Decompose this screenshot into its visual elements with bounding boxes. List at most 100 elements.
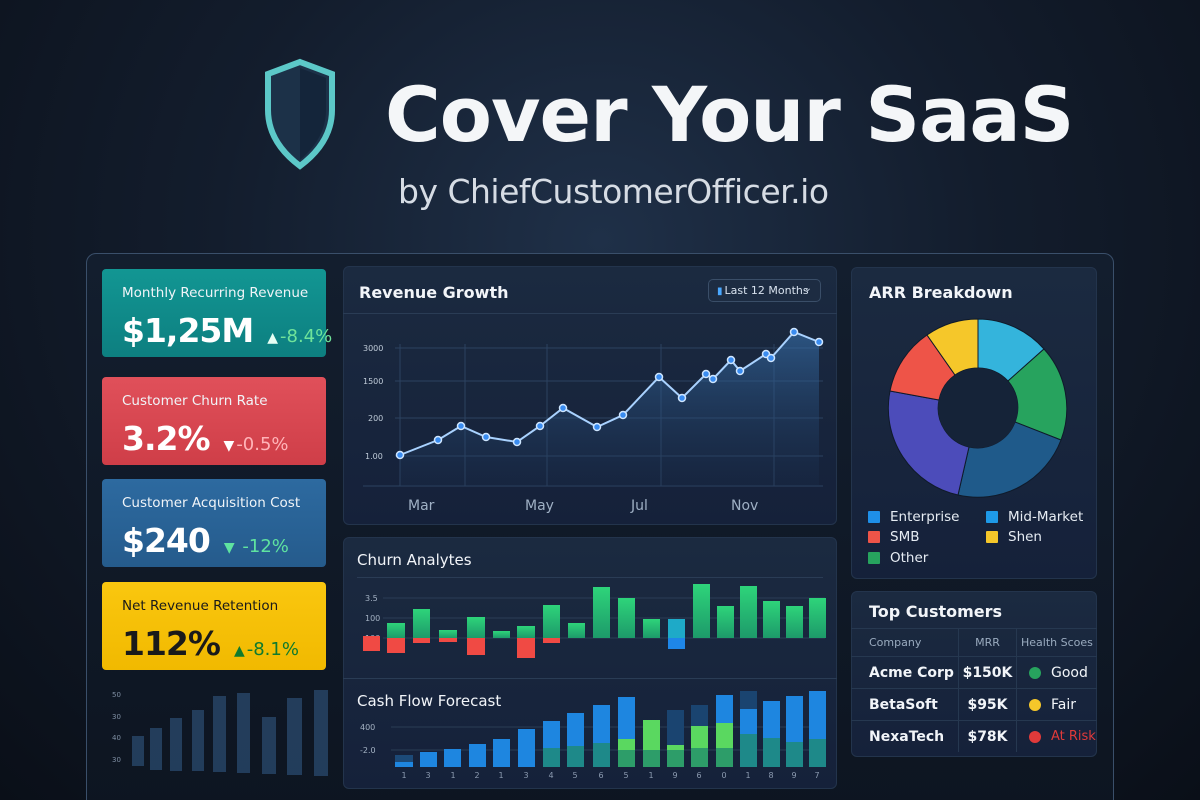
top-customers-title: Top Customers bbox=[869, 602, 1003, 621]
kpi-delta: -0.5% bbox=[236, 434, 289, 455]
status-dot-icon bbox=[1029, 730, 1041, 743]
kpi-label: Monthly Recurring Revenue bbox=[122, 285, 309, 301]
legend-item-enterprise: Enterprise bbox=[868, 509, 959, 525]
svg-text:1: 1 bbox=[648, 771, 653, 780]
svg-text:4: 4 bbox=[548, 771, 553, 780]
column-header-mrr[interactable]: MRR bbox=[959, 629, 1017, 656]
kpi-value: $1,25M bbox=[122, 311, 254, 350]
svg-text:5: 5 bbox=[623, 771, 628, 780]
company-cell: BetaSoft bbox=[851, 689, 959, 720]
svg-text:2: 2 bbox=[474, 771, 479, 780]
kpi-card-churn[interactable]: Customer Churn Rate 3.2% ▼ -0.5% bbox=[102, 377, 326, 465]
arr-donut-chart bbox=[887, 318, 1068, 498]
svg-text:6: 6 bbox=[696, 771, 701, 780]
arr-breakdown-title: ARR Breakdown bbox=[869, 283, 1013, 302]
svg-text:3000: 3000 bbox=[363, 344, 383, 353]
svg-text:Mar: Mar bbox=[408, 498, 435, 514]
top-customers-table: Company MRR Health Scoes Acme Corp $150K… bbox=[851, 628, 1097, 752]
svg-text:50: 50 bbox=[112, 691, 121, 699]
cash-flow-chart: 400 -2.0 bbox=[360, 691, 826, 780]
svg-text:8: 8 bbox=[768, 771, 773, 780]
svg-text:7: 7 bbox=[814, 771, 819, 780]
company-cell: NexaTech bbox=[851, 721, 959, 752]
hero-header: Cover Your SaaS by ChiefCustomerOfficer.… bbox=[0, 0, 1200, 240]
app-title: Cover Your SaaS bbox=[385, 70, 1074, 159]
column-header-company[interactable]: Company bbox=[851, 629, 959, 656]
svg-text:1: 1 bbox=[401, 771, 406, 780]
panel-divider bbox=[357, 577, 823, 578]
mini-bar-chart: 50 30 40 30 bbox=[112, 690, 328, 776]
svg-text:6: 6 bbox=[598, 771, 603, 780]
mrr-cell: $95K bbox=[959, 689, 1017, 720]
legend-item-other: Other bbox=[868, 550, 928, 566]
legend-item-smb: SMB bbox=[868, 529, 919, 545]
trend-up-icon: ▲ bbox=[267, 330, 279, 346]
health-cell: Good bbox=[1017, 657, 1097, 688]
svg-text:1: 1 bbox=[498, 771, 503, 780]
kpi-card-mrr[interactable]: Monthly Recurring Revenue $1,25M ▲ -8.4% bbox=[102, 269, 332, 357]
svg-text:30: 30 bbox=[112, 756, 121, 764]
svg-text:May: May bbox=[525, 498, 554, 514]
table-row[interactable]: Acme Corp $150K Good bbox=[851, 656, 1097, 688]
svg-text:200: 200 bbox=[368, 414, 383, 423]
column-header-health[interactable]: Health Scoes bbox=[1021, 636, 1093, 649]
health-cell: At Risk bbox=[1017, 721, 1097, 752]
churn-analytics-chart: 3.5 100 100 bbox=[363, 584, 826, 658]
top-customers-panel bbox=[851, 591, 1097, 757]
svg-text:40: 40 bbox=[112, 734, 121, 742]
kpi-value: $240 bbox=[122, 521, 211, 560]
kpi-delta: -8.4% bbox=[280, 326, 333, 347]
kpi-delta: -8.1% bbox=[246, 639, 299, 660]
revenue-growth-chart: 3000 1500 200 1.00 Mar May Jul Nov bbox=[363, 327, 824, 514]
table-header: Company MRR Health Scoes bbox=[851, 628, 1097, 656]
svg-text:0: 0 bbox=[721, 771, 726, 780]
svg-text:100: 100 bbox=[365, 614, 380, 623]
svg-text:Nov: Nov bbox=[731, 498, 758, 514]
cash-flow-title: Cash Flow Forecast bbox=[357, 692, 502, 710]
svg-text:1: 1 bbox=[745, 771, 750, 780]
status-dot-icon bbox=[1029, 698, 1041, 711]
kpi-label: Customer Acquisition Cost bbox=[122, 495, 301, 511]
panel-divider bbox=[343, 313, 837, 314]
table-row[interactable]: BetaSoft $95K Fair bbox=[851, 688, 1097, 720]
svg-text:1.00: 1.00 bbox=[365, 452, 383, 461]
mrr-cell: $78K bbox=[959, 721, 1017, 752]
svg-text:30: 30 bbox=[112, 713, 121, 721]
churn-analytics-title: Churn Analytes bbox=[357, 551, 472, 569]
legend-item-mid-market: Mid-Market bbox=[986, 509, 1083, 525]
svg-text:400: 400 bbox=[360, 723, 375, 732]
svg-text:9: 9 bbox=[791, 771, 796, 780]
trend-up-icon: ▲ bbox=[233, 643, 245, 659]
trend-down-icon: ▼ bbox=[223, 540, 235, 556]
kpi-card-nrr[interactable]: Net Revenue Retention 112% ▲ -8.1% bbox=[102, 582, 326, 670]
kpi-label: Net Revenue Retention bbox=[122, 598, 279, 614]
company-cell: Acme Corp bbox=[851, 657, 959, 688]
svg-text:-2.0: -2.0 bbox=[360, 746, 376, 755]
svg-text:Jul: Jul bbox=[630, 498, 648, 514]
date-range-dropdown[interactable]: ▮ Last 12 Months ⌄ bbox=[708, 279, 821, 302]
revenue-growth-title: Revenue Growth bbox=[359, 283, 509, 302]
svg-text:1500: 1500 bbox=[363, 377, 383, 386]
kpi-delta: -12% bbox=[242, 536, 289, 557]
kpi-value: 112% bbox=[122, 624, 221, 663]
health-cell: Fair bbox=[1017, 689, 1097, 720]
kpi-label: Customer Churn Rate bbox=[122, 393, 268, 409]
legend-item-shen: Shen bbox=[986, 529, 1042, 545]
status-dot-icon bbox=[1029, 666, 1041, 679]
svg-text:9: 9 bbox=[672, 771, 677, 780]
date-range-value: Last 12 Months bbox=[724, 284, 809, 297]
panel-divider bbox=[343, 678, 837, 679]
svg-text:5: 5 bbox=[572, 771, 577, 780]
mrr-cell: $150K bbox=[959, 657, 1017, 688]
pin-icon: ▮ bbox=[717, 286, 723, 297]
shield-icon bbox=[265, 58, 335, 170]
svg-text:3: 3 bbox=[523, 771, 528, 780]
chevron-down-icon: ⌄ bbox=[803, 283, 812, 294]
svg-text:3: 3 bbox=[425, 771, 430, 780]
kpi-value: 3.2% bbox=[122, 419, 211, 458]
svg-text:1: 1 bbox=[450, 771, 455, 780]
table-row[interactable]: NexaTech $78K At Risk bbox=[851, 720, 1097, 752]
trend-down-icon: ▼ bbox=[223, 438, 235, 454]
kpi-card-cac[interactable]: Customer Acquisition Cost $240 ▼ -12% bbox=[102, 479, 326, 567]
svg-text:3.5: 3.5 bbox=[365, 594, 378, 603]
